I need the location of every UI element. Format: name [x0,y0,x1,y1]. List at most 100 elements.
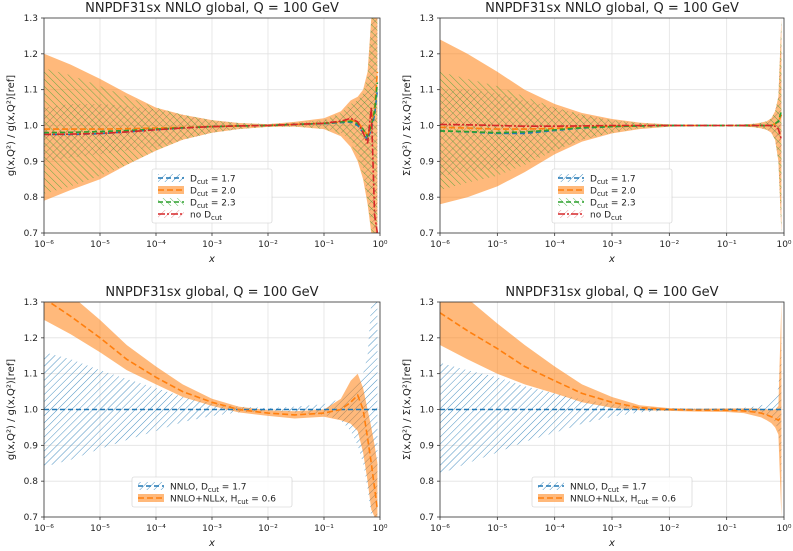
x-tick-label: 10⁻² [659,524,679,534]
legend-box [131,476,293,508]
y-axis-label: Σ(x,Q²) / Σ(x,Q²)[ref] [402,75,413,176]
y-tick-label: 1.0 [24,122,39,132]
y-tick-label: 0.9 [24,441,39,451]
x-tick-label: 10⁻¹ [314,524,334,534]
y-tick-label: 1.2 [24,334,38,344]
legend-item-3: Dcut = 2.3 [158,198,236,210]
x-tick-label: 10⁰ [776,524,791,534]
legend-label: NNLO+NLLx, Hcut = 0.6 [570,495,676,507]
chart-title: NNPDF31sx global, Q = 100 GeV [105,285,318,300]
x-tick-label: 10⁻⁵ [90,240,110,250]
legend-item-2: Dcut = 2.0 [558,186,636,198]
y-axis-label: g(x,Q²) / g(x,Q²)[ref] [6,75,17,176]
bands [440,18,783,233]
y-tick-label: 1.2 [420,334,434,344]
y-tick-label: 0.7 [420,229,434,239]
y-tick-label: 1.0 [420,406,435,416]
legend-item-1: NNLO, Dcut = 1.7 [138,482,247,494]
y-tick-label: 0.9 [24,157,39,167]
x-tick-label: 10⁰ [372,524,387,534]
legend-item-2: Dcut = 2.0 [158,186,236,198]
legend-item-2: NNLO+NLLx, Hcut = 0.6 [138,494,276,506]
line-series-2 [440,312,783,422]
y-tick-label: 1.3 [420,298,434,308]
bands [44,18,379,233]
chart-title: NNPDF31sx global, Q = 100 GeV [505,285,718,300]
x-tick-label: 10⁻¹ [314,240,334,250]
x-tick-label: 10⁻² [258,240,278,250]
band-series-2 [44,302,378,517]
y-tick-label: 0.8 [24,193,39,203]
y-tick-label: 0.8 [420,193,435,203]
x-tick-label: 10⁻² [258,524,278,534]
x-tick-label: 10⁻³ [202,524,222,534]
y-tick-label: 1.1 [420,370,434,380]
y-tick-label: 0.7 [24,513,38,523]
legend-label: Dcut = 1.7 [590,175,636,187]
legend-item-4: no Dcut [158,210,222,222]
y-tick-label: 1.1 [24,370,38,380]
chart-panel-4: 10⁻⁶ 10⁻⁵ 10⁻⁴ 10⁻³ 10⁻² 10⁻¹ 10⁰ 0.7 0.8 0.9 1.0 1… [402,285,792,549]
y-tick-label: 1.2 [420,50,434,60]
legend-item-2: NNLO+NLLx, Hcut = 0.6 [538,494,676,506]
x-tick-label: 10⁻⁶ [34,240,54,250]
chart-panel-3: 10⁻⁶ 10⁻⁵ 10⁻⁴ 10⁻³ 10⁻² 10⁻¹ 10⁰ 0.7 0.8 0.9 1.0 1… [6,285,388,549]
y-tick-label: 1.1 [24,86,38,96]
y-tick-label: 1.3 [24,14,38,24]
y-tick-label: 1.3 [420,14,434,24]
x-tick-label: 10⁻⁵ [487,524,507,534]
x-tick-label: 10⁻⁴ [146,240,166,250]
x-axis-label: x [608,538,615,549]
legend-label: NNLO, Dcut = 1.7 [170,483,247,495]
x-tick-label: 10⁻² [659,240,679,250]
band-series-2 [440,302,782,517]
legend-label: Dcut = 2.3 [190,199,236,211]
x-tick-label: 10⁻⁶ [34,524,54,534]
y-tick-label: 0.9 [420,441,435,451]
x-tick-label: 10⁰ [372,240,387,250]
y-tick-label: 0.8 [420,477,435,487]
x-tick-label: 10⁻⁵ [487,240,507,250]
legend-box [551,168,673,224]
legend-label: Dcut = 2.0 [590,187,636,199]
legend-item-4: no Dcut [558,210,622,222]
line-series-4 [440,123,783,141]
y-tick-label: 0.8 [24,477,39,487]
legend-item-3: Dcut = 2.3 [558,198,636,210]
x-tick-label: 10⁻¹ [717,240,737,250]
y-tick-label: 1.2 [24,50,38,60]
chart-panel-2: 10⁻⁶ 10⁻⁵ 10⁻⁴ 10⁻³ 10⁻² 10⁻¹ 10⁰ 0.7 0.8 0.9 1.0 1… [402,1,792,265]
legend-label: NNLO+NLLx, Hcut = 0.6 [170,495,276,507]
x-tick-label: 10⁻⁴ [545,524,565,534]
y-tick-label: 1.1 [420,86,434,96]
x-tick-label: 10⁻⁵ [90,524,110,534]
legend-item-1: Dcut = 1.7 [558,174,636,186]
bands [440,302,783,517]
legend-box [151,168,273,224]
legend-label: Dcut = 1.7 [190,175,236,187]
legend-item-1: NNLO, Dcut = 1.7 [538,482,647,494]
x-tick-label: 10⁻³ [602,524,622,534]
y-tick-label: 0.7 [24,229,38,239]
chart-panel-1: 10⁻⁶ 10⁻⁵ 10⁻⁴ 10⁻³ 10⁻² 10⁻¹ 10⁰ 0.7 0.8 0.9 1.0 1… [6,1,388,265]
y-tick-label: 1.0 [420,122,435,132]
x-axis-label: x [208,254,215,265]
legend-box [531,476,693,508]
legend-label: no Dcut [190,211,222,223]
x-tick-label: 10⁻⁶ [430,240,450,250]
legend-label: Dcut = 2.3 [590,199,636,211]
x-axis-label: x [208,538,215,549]
y-tick-label: 1.3 [24,298,38,308]
x-tick-label: 10⁻⁴ [545,240,565,250]
x-tick-label: 10⁻³ [202,240,222,250]
y-tick-label: 0.7 [420,513,434,523]
legend-label: no Dcut [590,211,622,223]
line-series-4 [44,107,379,233]
chart-title: NNPDF31sx NNLO global, Q = 100 GeV [485,1,739,16]
x-tick-label: 10⁻⁶ [430,524,450,534]
